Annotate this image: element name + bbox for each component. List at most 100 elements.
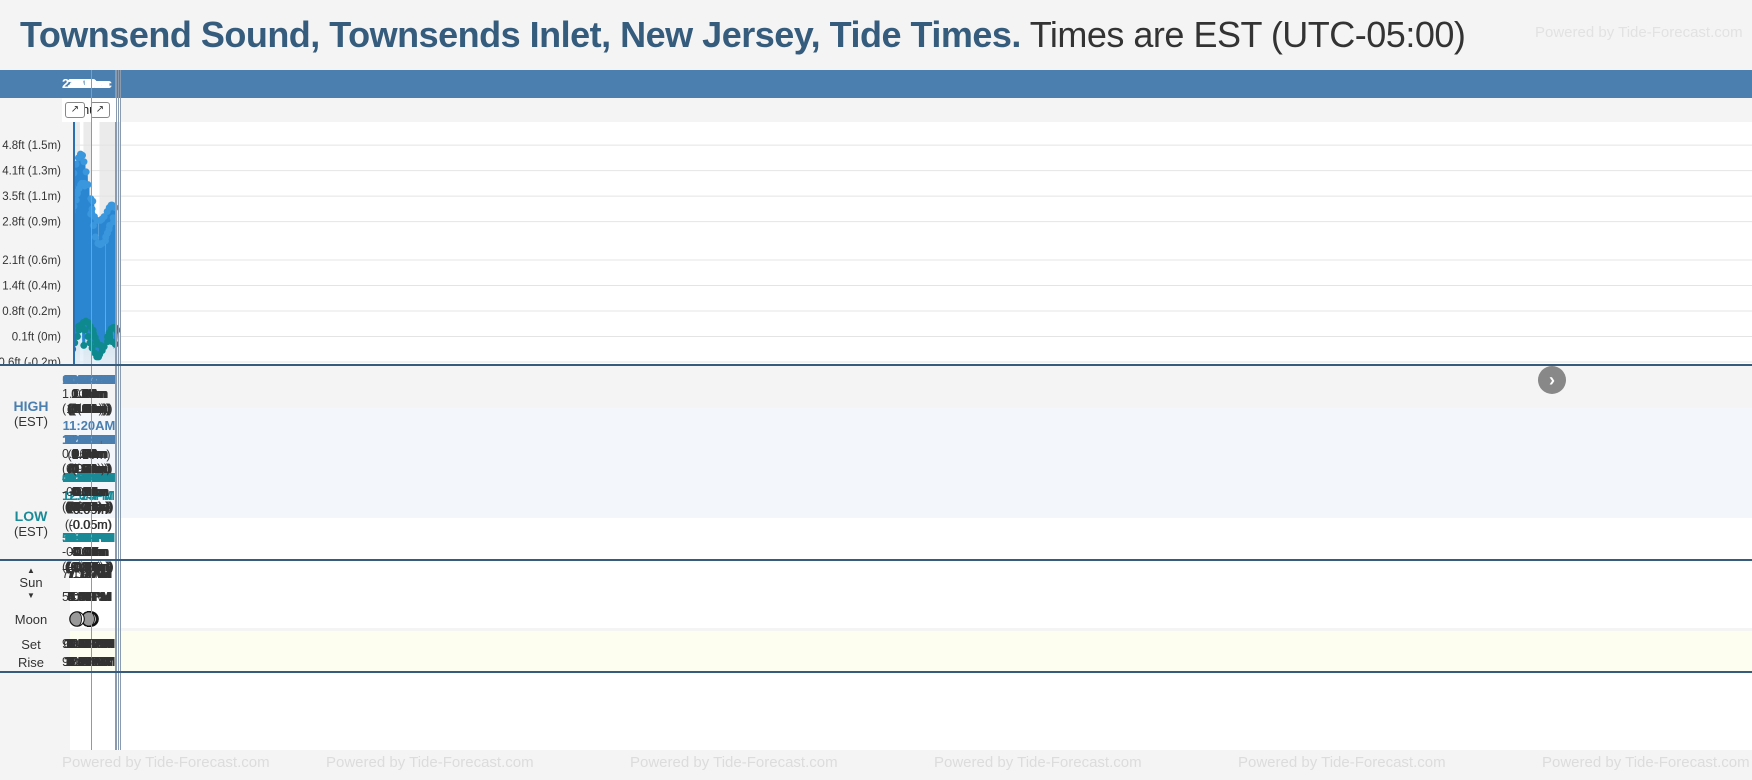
low-tide-entry: 11:14PM -0.06m (-0.06m)	[62, 530, 116, 575]
high-tide-height: 1.16m	[71, 387, 107, 401]
moonrise-time: 1:00AM	[67, 655, 111, 669]
date-label: 6 Jan	[72, 76, 106, 91]
low-tide-height-alt: (0.05m)	[67, 500, 111, 514]
low-tide-height: 0.05m	[71, 545, 107, 559]
high-tide-entry: 8:38PM 1.01m (1.01m)	[62, 432, 116, 477]
low-tide-height: -0.04m	[69, 545, 109, 559]
low-tide-height-alt: (-0.05m)	[62, 500, 110, 514]
high-tide-time: 6:13AM	[65, 372, 112, 387]
high-tide-height-alt: (0.95m)	[67, 402, 111, 416]
high-tide-height-alt: (1.06m)	[69, 462, 113, 476]
high-tide-time: 4:23AM	[65, 372, 113, 387]
sunset-time: 5:00PM	[68, 590, 112, 604]
low-tide-entry: 6:23PM -0.08m (-0.08m)	[62, 530, 116, 575]
high-tide-entry: 00:00AM 1.00m (1m)	[62, 372, 118, 417]
y-tick-label: 2.1ft (0.6m)	[2, 255, 61, 267]
high-tide-entry: 7:43PM 0.98m (0.98m)	[62, 432, 116, 477]
high-tide-time: 2:23PM	[65, 432, 112, 447]
low-tide-height: -0.14m	[69, 545, 108, 559]
high-tide-height-alt: (1.43m)	[67, 402, 111, 416]
date-label: 3 Jan	[72, 76, 106, 91]
date-label: 5 Jan	[71, 76, 106, 91]
high-tide-height-alt: (0.94m)	[66, 462, 111, 476]
date-header-band	[0, 70, 1752, 98]
sunset-time: 5:07PM	[67, 590, 111, 604]
low-tide-time: 8:39PM	[66, 530, 112, 545]
high-tide-height: 1.19m	[71, 387, 107, 401]
moonrise-time: 11:13AM	[66, 655, 116, 669]
sunrise-time: 7:14AM	[67, 567, 111, 581]
moonset-label: Set	[21, 637, 41, 652]
low-tide-time: 00:42AM	[62, 470, 116, 485]
low-tide-time: 11:14PM	[62, 530, 116, 545]
high-tide-height: 0.72m	[71, 447, 107, 461]
expand-icon[interactable]: ↗	[65, 102, 85, 118]
high-tide-height: 0.73m	[71, 447, 107, 461]
low-label-text: LOW	[14, 508, 48, 524]
watermark: Powered by Tide-Forecast.com	[1542, 754, 1750, 771]
next-arrow-button[interactable]: ›	[1538, 366, 1566, 394]
low-tide-time: 11:57PM	[62, 530, 116, 545]
low-tide-time: 2:19PM	[66, 530, 112, 545]
low-tide-time: 4:13PM	[67, 530, 113, 545]
day-column: 16 JanFri↗ 6:43AM 1.12m (1.12m) 7:05PM 0…	[62, 70, 117, 750]
low-tide-entry: 10:11AM 0.05m (0.05m)	[62, 470, 115, 515]
low-tide-time: 11:10PM	[62, 530, 116, 545]
low-tide-time: 1:23PM	[65, 530, 112, 545]
low-tide-time: 2:08AM	[65, 470, 113, 485]
low-tide-time: 3:06PM	[66, 530, 112, 545]
low-tide-entry: 3:58PM -0.16m (-0.16m)	[62, 530, 116, 575]
low-tide-time: 11:20AM	[62, 470, 116, 485]
high-tide-time: 3:35PM	[65, 432, 112, 447]
high-tide-height: 1.13m	[62, 387, 97, 401]
low-tide-height-alt: (-0.08m)	[65, 560, 113, 574]
moonset-time: 11:35AM	[64, 637, 114, 651]
low-tide-entry: 2:59AM -0.15m (-0.15m)	[62, 470, 116, 515]
sunrise-time: 7:17AM	[66, 567, 111, 581]
sunset-time: 4:53PM	[68, 590, 112, 604]
low-tide-entry: 8:39PM 0.03m (0.03m)	[62, 530, 116, 575]
low-tide-height-alt: (-0.04m)	[66, 500, 114, 514]
moonset-time: 1:46AM	[66, 637, 111, 651]
moonset-time: 1:10PM	[67, 637, 111, 651]
high-tide-height-alt: (1.12m)	[67, 402, 111, 416]
low-tide-height: -0.16m	[69, 545, 109, 559]
high-tide-height-alt: (1.07m)	[68, 402, 112, 416]
high-tide-height: 1.00m	[72, 387, 108, 401]
low-tide-time: 11:24AM	[62, 470, 116, 485]
high-tide-entry: 10:18PM 1.03m (1.03m)	[62, 432, 115, 477]
low-tide-height: 0.03m	[71, 485, 107, 499]
high-tide-time: 3:28AM	[65, 372, 113, 387]
low-tide-time: 5:33PM	[66, 530, 112, 545]
high-tide-height: 0.97m	[71, 447, 107, 461]
high-tide-entry: 11:20AM 1.19m (1.19m)	[62, 418, 116, 463]
low-tide-height-alt: (-0.01m)	[65, 560, 113, 574]
expand-icon[interactable]: ↗	[90, 102, 110, 118]
low-tide-point	[80, 341, 88, 349]
moonrise-label: Rise	[17, 655, 44, 670]
low-tide-time: 1:49PM	[66, 530, 112, 545]
low-tide-height: -0.07m	[62, 545, 101, 559]
sunrise-time: 7:17AM	[67, 567, 111, 581]
high-tide-time: 8:08AM	[65, 372, 113, 387]
high-tide-height-alt: (0.91m)	[66, 462, 111, 476]
sunset-time: 4:57PM	[67, 590, 111, 604]
high-tide-height-alt: (1.19m)	[67, 448, 111, 462]
low-tide-entry: 11:57PM 0.05m (0.05m)	[62, 530, 116, 575]
low-tide-entry: 9:20AM 0.11m (0.11m)	[62, 470, 116, 515]
moonset-time: 7:06PM	[68, 637, 112, 651]
high-tide-height-alt: (1.01m)	[66, 402, 111, 416]
low-tide-height-alt: (0.09m)	[67, 500, 111, 514]
high-tide-height-alt: (0.98m)	[67, 402, 111, 416]
low-tide-height-alt: (-0.15m)	[65, 500, 113, 514]
low-tide-time: 7:10PM	[67, 530, 113, 545]
low-tide-height-alt: (0.05m)	[67, 560, 111, 574]
high-tide-point	[88, 205, 96, 213]
low-tide-height-alt: (-0.02m)	[64, 560, 113, 574]
high-tide-entry: 5:30PM 0.73m (0.73m)	[62, 432, 116, 477]
low-tide-height-alt: (-0.16m)	[65, 560, 113, 574]
low-tide-time: 7:25AM	[65, 470, 113, 485]
high-tide-entry: 3:12AM 1.09m (1.09m)	[62, 372, 115, 417]
high-tide-height-alt: (1.03m)	[66, 462, 111, 476]
high-tide-entry: 10:32AM 1.29m (1.29m)	[62, 372, 116, 417]
